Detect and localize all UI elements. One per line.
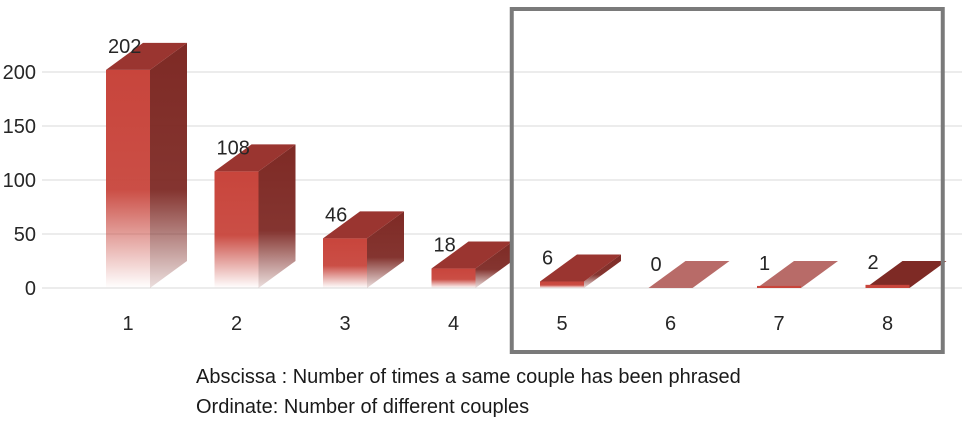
x-tick-label: 5 bbox=[556, 313, 567, 335]
bar bbox=[865, 261, 947, 288]
x-tick-label: 2 bbox=[231, 313, 242, 335]
data-label: 46 bbox=[325, 204, 347, 226]
bar bbox=[648, 261, 730, 288]
x-tick-label: 6 bbox=[665, 313, 676, 335]
x-tick-label: 8 bbox=[882, 313, 893, 335]
data-label: 18 bbox=[434, 235, 456, 257]
x-tick-label: 4 bbox=[448, 313, 459, 335]
highlight-box bbox=[509, 7, 945, 354]
bar bbox=[323, 211, 404, 288]
y-tick-label: 150 bbox=[3, 116, 36, 138]
ordinate-caption: Ordinate: Number of different couples bbox=[196, 396, 530, 418]
data-label: 1 bbox=[759, 253, 770, 275]
data-label: 0 bbox=[651, 254, 662, 276]
x-axis-ticks: 1 2 3 4 5 6 7 8 bbox=[122, 313, 893, 335]
x-tick-label: 3 bbox=[339, 313, 350, 335]
bar bbox=[106, 42, 187, 289]
bar bbox=[431, 241, 513, 288]
bars bbox=[106, 42, 947, 289]
data-label: 6 bbox=[542, 248, 553, 270]
y-tick-label: 200 bbox=[3, 62, 36, 84]
grid-lines bbox=[42, 71, 962, 289]
data-label: 2 bbox=[868, 252, 879, 274]
abscissa-caption: Abscissa : Number of times a same couple… bbox=[196, 366, 741, 388]
y-tick-label: 100 bbox=[3, 170, 36, 192]
bar bbox=[540, 254, 621, 288]
data-labels: 202 108 46 18 6 0 1 2 bbox=[108, 36, 879, 276]
x-tick-label: 7 bbox=[773, 313, 784, 335]
bar bbox=[757, 261, 838, 288]
data-label: 108 bbox=[217, 137, 250, 159]
y-tick-label: 0 bbox=[25, 278, 36, 300]
data-label: 202 bbox=[108, 36, 141, 58]
x-tick-label: 1 bbox=[122, 313, 133, 335]
bar bbox=[214, 144, 296, 288]
y-tick-label: 50 bbox=[14, 224, 36, 246]
y-axis-ticks: 0 50 100 150 200 bbox=[3, 62, 36, 300]
